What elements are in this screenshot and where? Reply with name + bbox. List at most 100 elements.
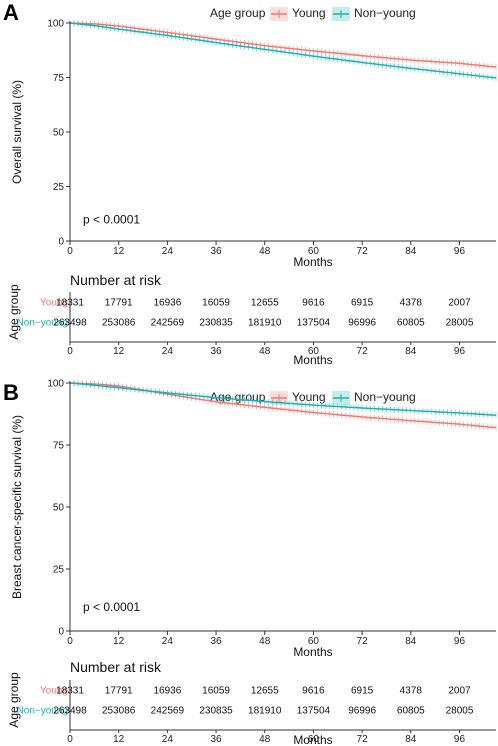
risk-x-tick-label-b-1: 12 xyxy=(113,734,125,745)
x-tick-label-a-1: 12 xyxy=(113,246,125,257)
y-tick-label-a-2: 50 xyxy=(53,128,65,139)
x-tick-label-b-6: 72 xyxy=(357,636,369,647)
y-tick-label-b-3: 75 xyxy=(53,441,65,452)
risk-x-tick-label-b-0: 0 xyxy=(67,734,73,745)
risk-count-b-0-7: 4378 xyxy=(400,686,423,697)
risk-count-a-0-1: 17791 xyxy=(105,298,133,309)
y-tick-label-b-0: 0 xyxy=(58,627,64,638)
panel-letter-a: A xyxy=(3,0,19,25)
risk-count-a-0-7: 4378 xyxy=(400,298,423,309)
survival-curve-a-0 xyxy=(69,22,497,68)
risk-count-b-0-8: 2007 xyxy=(448,686,471,697)
risk-x-title-b: Months xyxy=(293,733,332,746)
risk-y-title-b: Age group xyxy=(7,672,21,728)
risk-count-b-0-1: 17791 xyxy=(105,686,133,697)
risk-x-tick-label-b-3: 36 xyxy=(210,734,222,745)
risk-count-a-1-3: 230835 xyxy=(199,318,233,329)
x-tick-label-a-8: 96 xyxy=(454,246,466,257)
p-value-b: p < 0.0001 xyxy=(83,600,140,614)
risk-count-a-0-4: 12655 xyxy=(251,298,279,309)
x-tick-label-b-2: 24 xyxy=(162,636,174,647)
risk-x-tick-label-a-1: 12 xyxy=(113,346,125,357)
risk-count-b-1-5: 137504 xyxy=(297,706,331,717)
risk-group-label-a-0: Young xyxy=(40,298,68,309)
risk-count-a-1-7: 60805 xyxy=(397,318,425,329)
x-tick-label-a-0: 0 xyxy=(67,246,73,257)
y-tick-label-b-4: 100 xyxy=(47,379,64,390)
y-axis-title-a: Overall survival (%) xyxy=(10,80,24,184)
risk-x-tick-label-b-2: 24 xyxy=(162,734,174,745)
legend-label-b-1: Non−young xyxy=(354,390,416,404)
y-tick-label-b-2: 50 xyxy=(53,503,65,514)
x-tick-label-a-7: 84 xyxy=(405,246,417,257)
y-tick-label-a-3: 75 xyxy=(53,73,65,84)
risk-title-b: Number at risk xyxy=(70,659,162,675)
risk-count-b-1-4: 181910 xyxy=(248,706,282,717)
risk-count-a-0-5: 9616 xyxy=(302,298,325,309)
legend-label-a-0: Young xyxy=(292,6,326,20)
risk-x-tick-label-b-8: 96 xyxy=(454,734,466,745)
x-axis-title-a: Months xyxy=(293,255,332,269)
risk-group-label-a-1: Non−young xyxy=(17,318,68,329)
risk-count-a-0-2: 16936 xyxy=(153,298,181,309)
risk-count-b-1-6: 96996 xyxy=(348,706,376,717)
y-axis-title-b: Breast cancer-specific survival (%) xyxy=(10,415,24,599)
x-tick-label-b-1: 12 xyxy=(113,636,125,647)
survival-curve-b-1 xyxy=(69,382,497,416)
risk-count-a-1-6: 96996 xyxy=(348,318,376,329)
risk-group-label-b-1: Non−young xyxy=(17,706,68,717)
risk-x-tick-label-a-5: 60 xyxy=(308,346,320,357)
x-tick-label-a-2: 24 xyxy=(162,246,174,257)
risk-count-b-1-2: 242569 xyxy=(151,706,185,717)
x-tick-label-b-5: 60 xyxy=(308,636,320,647)
risk-x-tick-label-b-4: 48 xyxy=(259,734,271,745)
x-tick-label-a-5: 60 xyxy=(308,246,320,257)
risk-x-tick-label-a-0: 0 xyxy=(67,346,73,357)
risk-count-b-0-5: 9616 xyxy=(302,686,325,697)
risk-x-tick-label-a-2: 24 xyxy=(162,346,174,357)
risk-count-b-1-1: 253086 xyxy=(102,706,136,717)
risk-x-title-a: Months xyxy=(293,353,332,367)
risk-count-a-1-4: 181910 xyxy=(248,318,282,329)
x-tick-label-a-4: 48 xyxy=(259,246,271,257)
risk-count-b-0-6: 6915 xyxy=(351,686,374,697)
risk-group-label-b-0: Young xyxy=(40,686,68,697)
panel-letter-b: B xyxy=(3,380,19,405)
x-tick-label-b-8: 96 xyxy=(454,636,466,647)
risk-count-b-1-8: 28005 xyxy=(446,706,474,717)
legend-label-b-0: Young xyxy=(292,390,326,404)
risk-count-a-0-8: 2007 xyxy=(448,298,471,309)
risk-count-b-0-3: 16059 xyxy=(202,686,230,697)
risk-y-title-a: Age group xyxy=(7,284,21,340)
p-value-a: p < 0.0001 xyxy=(83,213,140,227)
y-tick-label-a-0: 0 xyxy=(58,237,64,248)
censor-ticks-a-0 xyxy=(73,20,497,71)
risk-count-b-1-3: 230835 xyxy=(199,706,233,717)
risk-count-a-1-5: 137504 xyxy=(297,318,331,329)
risk-x-tick-label-b-6: 72 xyxy=(357,734,369,745)
x-tick-label-b-3: 36 xyxy=(210,636,222,647)
y-tick-label-b-1: 25 xyxy=(53,565,65,576)
x-axis-title-b: Months xyxy=(293,645,332,659)
x-tick-label-b-7: 84 xyxy=(405,636,417,647)
y-tick-label-a-1: 25 xyxy=(53,182,65,193)
censor-ticks-a-1 xyxy=(73,20,497,81)
legend-label-a-1: Non−young xyxy=(354,6,416,20)
risk-count-a-1-8: 28005 xyxy=(446,318,474,329)
risk-count-b-0-2: 16936 xyxy=(153,686,181,697)
risk-count-b-1-7: 60805 xyxy=(397,706,425,717)
x-tick-label-a-6: 72 xyxy=(357,246,369,257)
legend-title-a: Age group xyxy=(210,6,266,20)
x-tick-label-b-0: 0 xyxy=(67,636,73,647)
risk-x-tick-label-a-8: 96 xyxy=(454,346,466,357)
risk-count-a-1-2: 242569 xyxy=(151,318,185,329)
risk-x-tick-label-a-7: 84 xyxy=(405,346,417,357)
risk-count-a-0-3: 16059 xyxy=(202,298,230,309)
risk-x-tick-label-b-5: 60 xyxy=(308,734,320,745)
survival-curve-a-1 xyxy=(69,22,497,79)
risk-x-tick-label-a-3: 36 xyxy=(210,346,222,357)
risk-count-b-0-4: 12655 xyxy=(251,686,279,697)
risk-x-tick-label-b-7: 84 xyxy=(405,734,417,745)
risk-title-a: Number at risk xyxy=(70,272,162,288)
